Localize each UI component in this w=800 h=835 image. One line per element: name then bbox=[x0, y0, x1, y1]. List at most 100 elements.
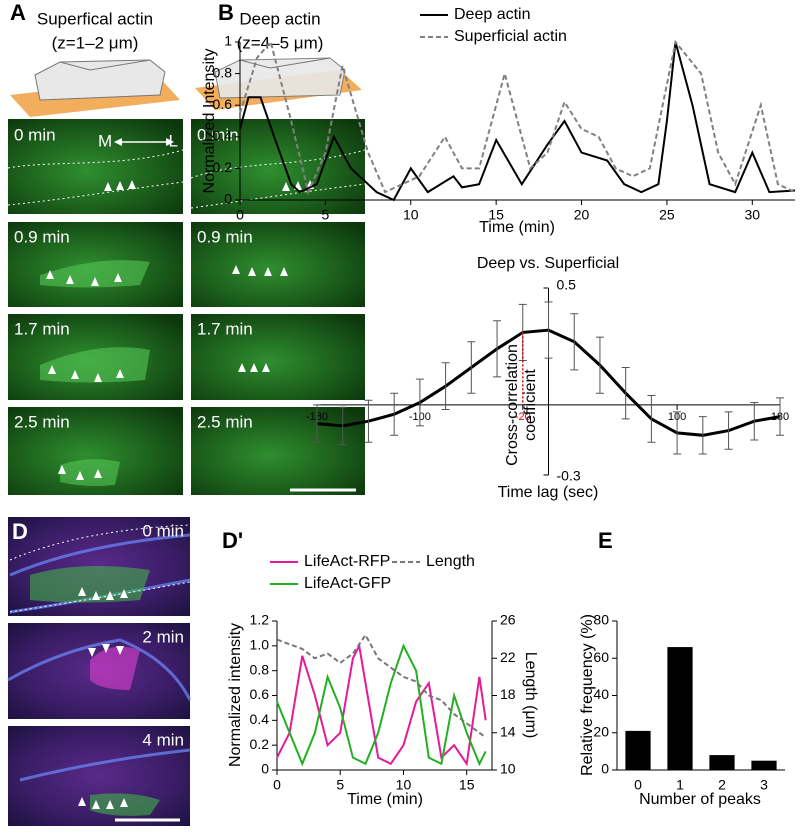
error-bar bbox=[544, 301, 553, 359]
panel-label: A bbox=[10, 0, 26, 25]
micrograph bbox=[8, 119, 183, 214]
y2-tick-label: 14 bbox=[500, 723, 516, 739]
x-tick-label: 30 bbox=[745, 207, 761, 223]
y-tick-label: 0.5 bbox=[557, 277, 577, 293]
y-tick-label: 80 bbox=[593, 612, 609, 628]
y-tick-label: 1.2 bbox=[250, 612, 270, 628]
x-tick-label: 0 bbox=[236, 207, 244, 223]
y-axis-label-line: Cross-correlation bbox=[504, 344, 521, 466]
time-label: 2.5 min bbox=[197, 412, 253, 431]
time-label: 0 min bbox=[142, 521, 184, 540]
micrograph bbox=[191, 407, 365, 495]
actin-signal bbox=[90, 646, 140, 690]
time-label: 2.5 min bbox=[14, 412, 70, 431]
x-axis-label: Time (min) bbox=[479, 219, 555, 236]
y-axis-label: Cross-correlationcoefficient bbox=[504, 344, 539, 466]
x-tick-label: 20 bbox=[574, 207, 590, 223]
x-tick-label: 0 bbox=[273, 777, 281, 793]
error-bar bbox=[647, 395, 656, 443]
error-bar bbox=[621, 366, 630, 420]
time-label: 0 min bbox=[197, 125, 239, 144]
y-tick-label: 1.0 bbox=[250, 637, 270, 653]
series-line bbox=[276, 633, 487, 739]
x-tick-label: 0 bbox=[634, 777, 642, 793]
bar bbox=[667, 647, 693, 770]
y-axis-label: Normalized intensity bbox=[227, 623, 244, 767]
y-tick-label: 60 bbox=[593, 649, 609, 665]
error-bar bbox=[467, 341, 476, 394]
panel-label: D' bbox=[222, 528, 243, 553]
column-title: Deep actin bbox=[239, 9, 320, 28]
y-tick-label: 0.6 bbox=[213, 96, 233, 112]
y2-axis-label: Length (μm) bbox=[522, 652, 539, 739]
axis-label: M bbox=[98, 131, 112, 150]
error-bar bbox=[750, 402, 759, 441]
x-axis-label: Time (min) bbox=[347, 791, 423, 808]
micrograph bbox=[191, 222, 365, 307]
series-line bbox=[239, 41, 796, 202]
x-tick-label: 3 bbox=[760, 777, 768, 793]
y-tick-label: 0 bbox=[601, 761, 609, 777]
y-tick-label: 0.4 bbox=[250, 711, 270, 727]
chart-title: Deep vs. Superficial bbox=[477, 255, 619, 272]
time-label: 1.7 min bbox=[197, 319, 253, 338]
y-tick-label: 20 bbox=[593, 723, 609, 739]
panel-label: E bbox=[598, 528, 613, 553]
cartoon bbox=[10, 57, 362, 117]
error-bar bbox=[441, 362, 450, 411]
y-tick-label: 0.8 bbox=[250, 661, 270, 677]
y-tick-label: 0 bbox=[224, 191, 232, 207]
x-tick-label: 5 bbox=[336, 777, 344, 793]
y-tick-label: 0.4 bbox=[213, 128, 233, 144]
x-axis-label: Time lag (sec) bbox=[498, 484, 599, 501]
error-bar bbox=[390, 392, 399, 436]
legend-label: LifeAct-RFP bbox=[304, 553, 390, 570]
series-line bbox=[239, 39, 796, 196]
bar bbox=[709, 755, 735, 770]
legend-label: LifeAct-GFP bbox=[304, 575, 391, 592]
error-bar bbox=[313, 404, 321, 443]
axis-label: L bbox=[169, 131, 178, 150]
y2-tick-label: 10 bbox=[500, 761, 516, 777]
panel-label: B bbox=[218, 0, 234, 25]
series-line bbox=[276, 642, 487, 767]
error-bar bbox=[673, 411, 682, 455]
y-tick-label: 1 bbox=[224, 33, 232, 49]
error-bar bbox=[724, 411, 733, 450]
x-tick-label: 10 bbox=[403, 207, 419, 223]
error-bar bbox=[364, 399, 373, 443]
x-tick-label: 2 bbox=[718, 777, 726, 793]
time-label: 0.9 min bbox=[14, 227, 70, 246]
time-label: 4 min bbox=[142, 730, 184, 749]
micrograph bbox=[191, 119, 365, 214]
legend-label: Superficial actin bbox=[454, 28, 567, 45]
y-axis-label: Normalized Intensity bbox=[201, 49, 218, 194]
y-tick-label: -0.3 bbox=[557, 468, 581, 484]
actin-signal bbox=[30, 566, 160, 816]
column-title: Superfical actin bbox=[37, 9, 153, 28]
y2-tick-label: 26 bbox=[500, 612, 516, 628]
legend-label: Deep actin bbox=[454, 6, 531, 23]
x-tick-label: 15 bbox=[488, 207, 504, 223]
error-bar bbox=[493, 320, 502, 378]
series-line bbox=[276, 643, 487, 767]
x-axis-label: Number of peaks bbox=[639, 791, 761, 808]
y2-tick-label: 18 bbox=[500, 686, 516, 702]
bar bbox=[625, 730, 651, 770]
x-tick-label: -20 bbox=[515, 411, 531, 423]
x-tick-label: 25 bbox=[659, 207, 675, 223]
panel-label: D bbox=[12, 519, 28, 544]
y-tick-label: 0.6 bbox=[250, 686, 270, 702]
x-tick-label: 5 bbox=[321, 207, 329, 223]
y-axis-label: Relative frequency (%) bbox=[579, 614, 596, 776]
micrograph bbox=[191, 314, 365, 400]
error-bar bbox=[338, 406, 347, 446]
y-tick-label: 40 bbox=[593, 686, 609, 702]
y-tick-label: 0 bbox=[261, 761, 269, 777]
error-bar bbox=[776, 397, 784, 436]
y-tick-label: 0.2 bbox=[250, 736, 270, 752]
x-tick-label: 1 bbox=[676, 777, 684, 793]
bar bbox=[751, 760, 777, 770]
y-tick-label: 0.8 bbox=[213, 64, 233, 80]
